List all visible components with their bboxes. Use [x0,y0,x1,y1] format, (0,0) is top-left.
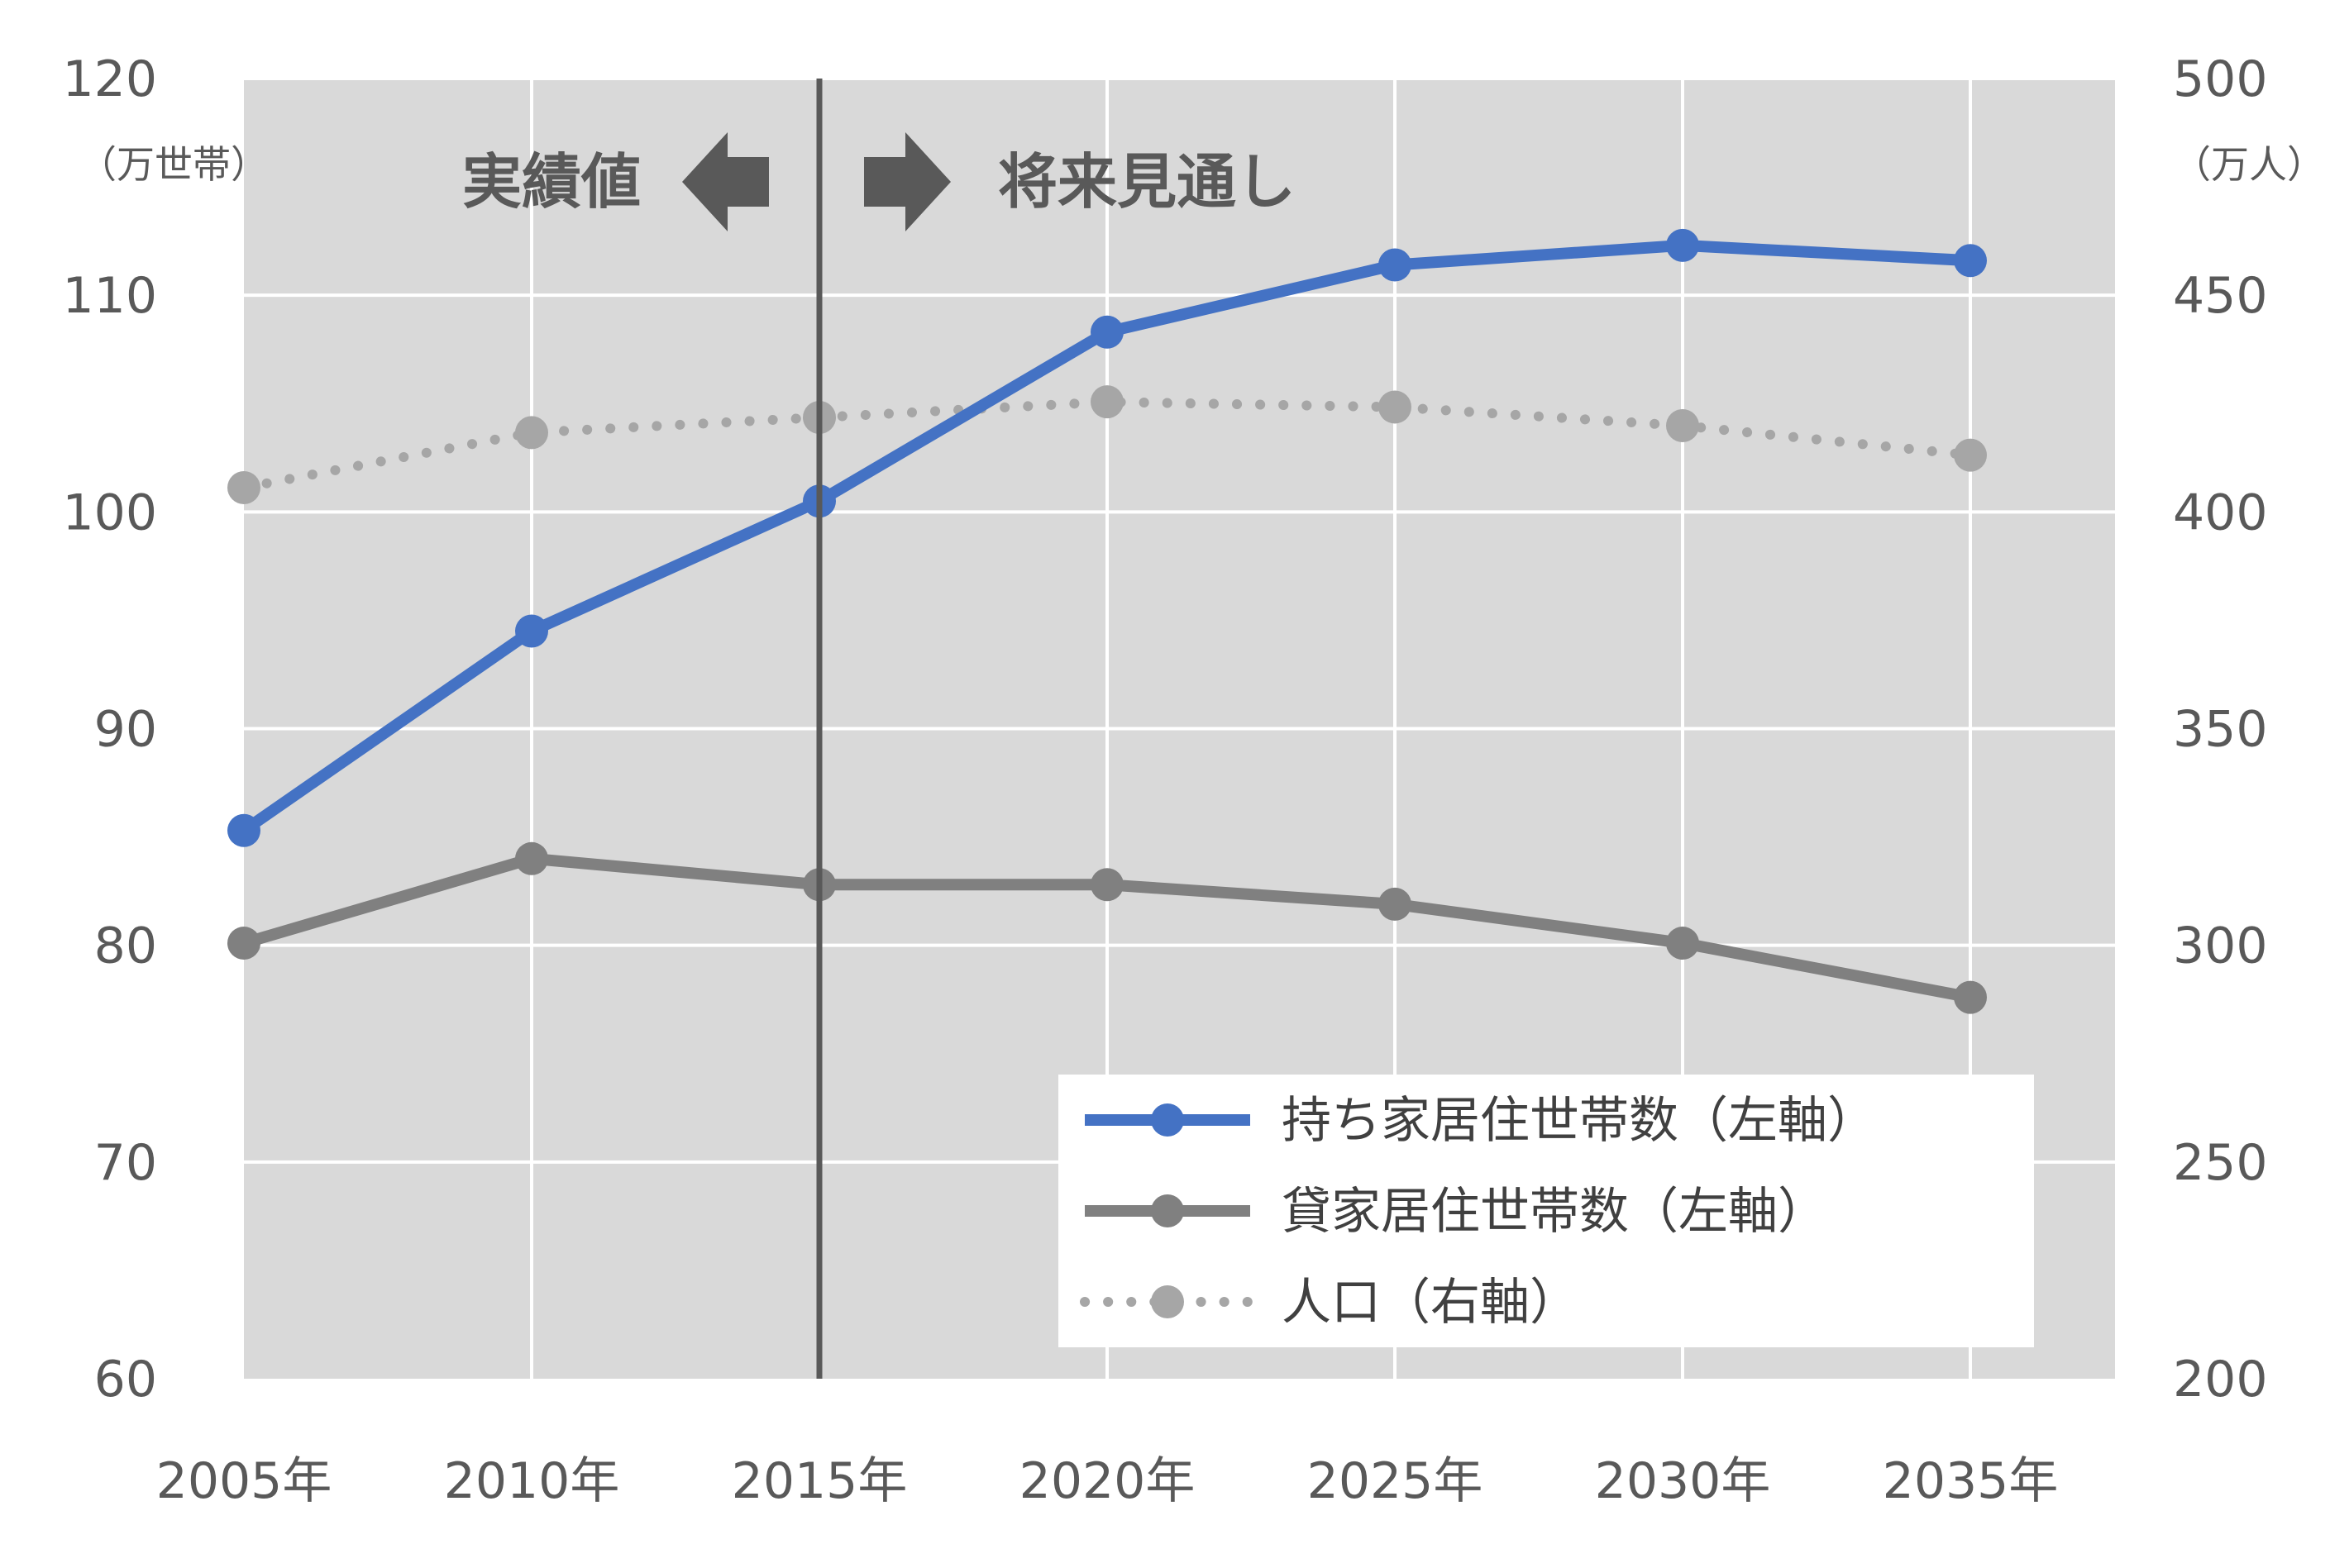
data-point-2-0 [227,470,260,504]
left-tick-label: 90 [94,701,157,759]
left-arrow-icon [682,132,769,231]
legend-marker-population [1151,1285,1184,1318]
right-tick-label: 200 [2173,1351,2268,1408]
legend-marker-owner [1151,1103,1184,1137]
left-tick-label: 80 [94,917,157,975]
actual-region-label: 実績値 [462,147,641,217]
data-point-2-6 [1954,438,1987,472]
data-point-1-4 [1378,887,1411,921]
legend-marker-renter [1151,1194,1184,1227]
data-point-1-1 [515,841,548,875]
x-tick-label: 2015年 [732,1452,908,1510]
left-tick-label: 120 [62,50,157,108]
left-tick-label: 110 [62,267,157,325]
legend-label-owner: 持ち家居住世帯数（左軸） [1282,1092,1877,1150]
right-tick-label: 350 [2173,701,2268,759]
left-tick-label: 100 [62,484,157,541]
x-tick-label: 2035年 [1883,1452,2059,1510]
legend-label-renter: 貸家居住世帯数（左軸） [1282,1183,1827,1241]
legend-label-population: 人口（右軸） [1282,1274,1579,1332]
left-tick-label: 60 [94,1351,157,1408]
x-tick-label: 2030年 [1595,1452,1771,1510]
data-point-2-5 [1666,408,1699,442]
right-axis-unit: （万人） [2173,142,2325,187]
x-tick-label: 2010年 [444,1452,620,1510]
data-point-1-0 [227,927,260,960]
data-point-1-3 [1091,868,1124,902]
data-point-2-3 [1091,385,1124,419]
left-axis-unit: （万世帯） [79,142,269,187]
data-point-0-6 [1954,244,1987,278]
left-tick-label: 70 [94,1134,157,1192]
x-tick-label: 2005年 [156,1452,332,1510]
right-arrow-icon [864,132,951,231]
x-tick-label: 2025年 [1307,1452,1483,1510]
data-point-0-3 [1091,315,1124,349]
data-point-0-4 [1378,248,1411,282]
right-tick-label: 500 [2173,50,2268,108]
data-point-2-1 [515,416,548,450]
legend: 持ち家居住世帯数（左軸） 貸家居住世帯数（左軸） 人口（右軸） [1058,1075,2034,1347]
data-point-0-5 [1666,228,1699,262]
data-point-0-1 [515,614,548,648]
data-point-1-5 [1666,927,1699,960]
right-tick-label: 400 [2173,484,2268,541]
right-tick-label: 300 [2173,917,2268,975]
data-point-0-0 [227,813,260,847]
axis-layer: 60 200 70 250 80 300 90 350 100 400 110 450 120 500 20… [62,50,2267,1510]
x-tick-label: 2020年 [1019,1452,1196,1510]
right-tick-label: 250 [2173,1134,2268,1192]
data-point-2-4 [1378,390,1411,424]
right-tick-label: 450 [2173,267,2268,325]
forecast-region-label: 将来見通し [998,147,1296,217]
data-point-1-6 [1954,980,1987,1014]
series-layer [227,228,1987,1014]
